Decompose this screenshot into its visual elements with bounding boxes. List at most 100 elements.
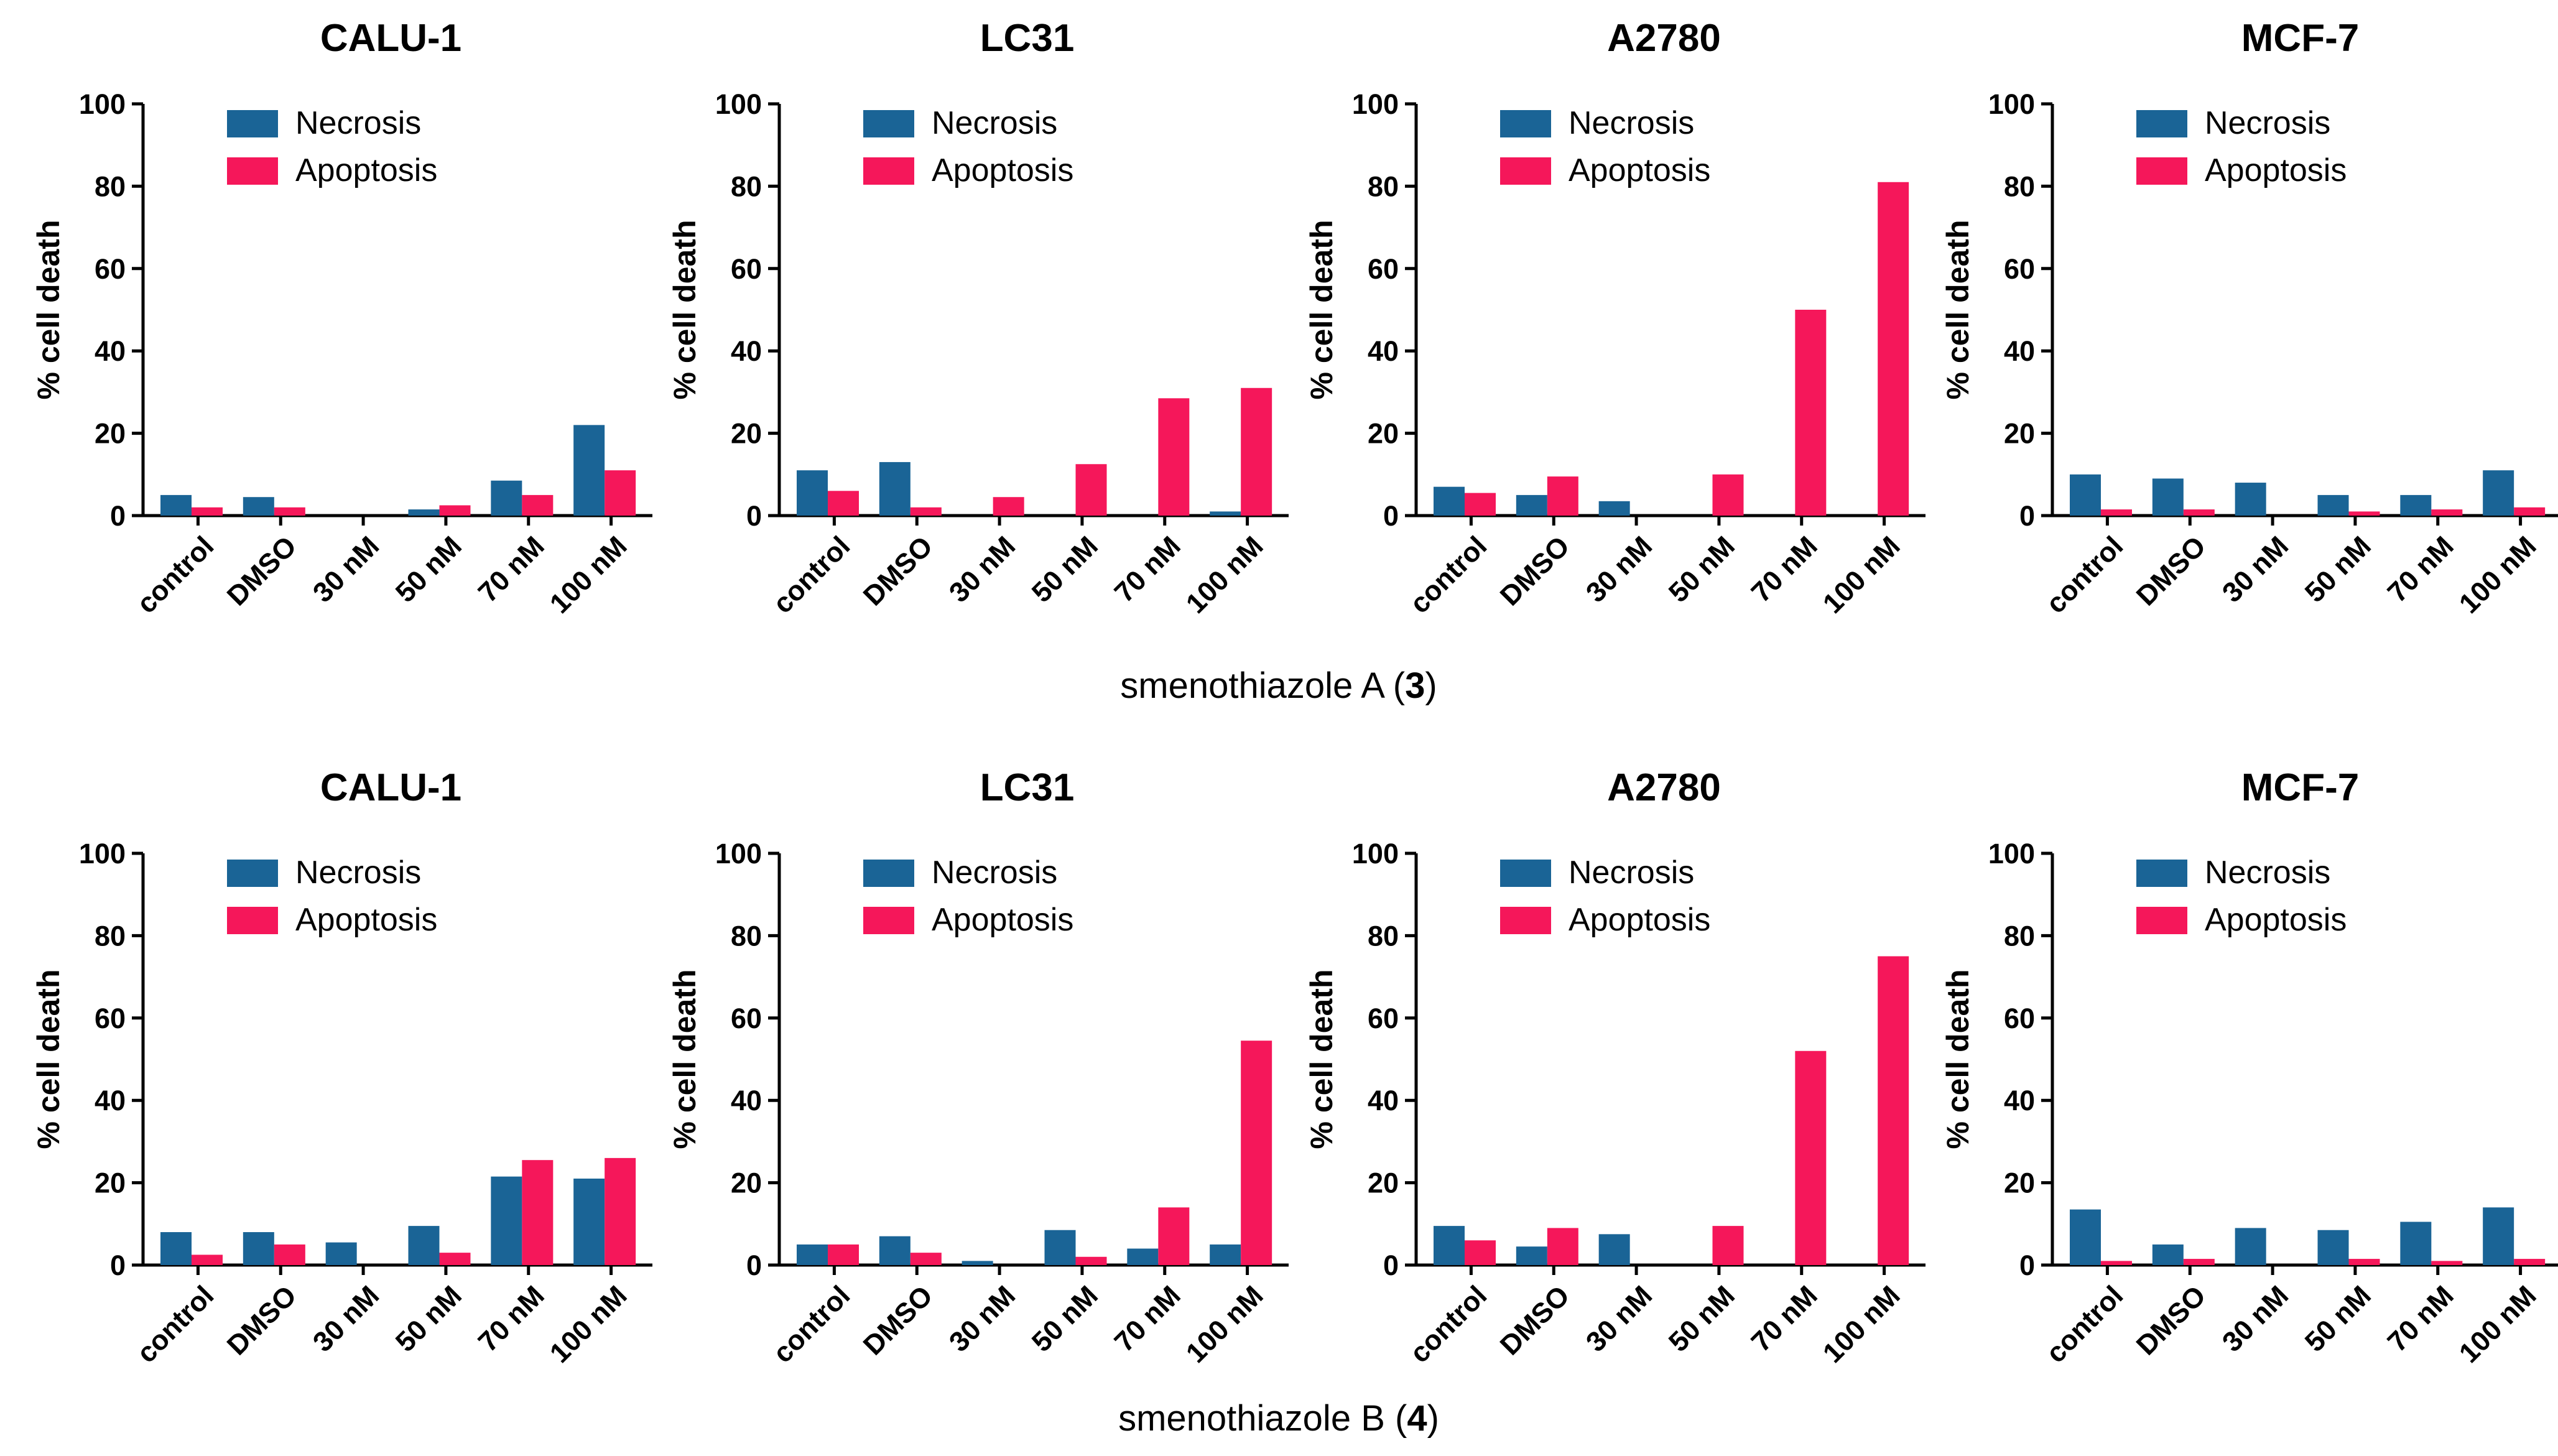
x-tick-label: 100 nM — [1180, 1279, 1269, 1369]
y-tick-label: 100 — [79, 88, 126, 120]
bar-necrosis-50nm — [2317, 494, 2349, 516]
x-tick-label: DMSO — [2130, 1279, 2212, 1361]
bar-necrosis-control — [1434, 1226, 1465, 1265]
chart-title: CALU-1 — [320, 17, 461, 60]
legend-swatch-apoptosis — [2136, 157, 2187, 185]
chart-panel-mcf-7-b: MCF-7 % cell death 0 20 40 60 80 100 control DMSO… — [1940, 766, 2558, 1369]
chart-title: LC31 — [980, 17, 1075, 60]
legend-label-necrosis: Necrosis — [2205, 855, 2330, 891]
chart-title: LC31 — [980, 766, 1075, 809]
bar-necrosis-100nm — [1210, 1244, 1241, 1265]
x-tick-label: 30 nM — [1580, 530, 1658, 608]
x-tick-label: 70 nM — [1745, 1279, 1824, 1358]
x-tick-label: 30 nM — [1580, 1279, 1658, 1358]
bar-apoptosis-control — [828, 1244, 859, 1265]
chart-panel-lc31-b: LC31 % cell death 0 20 40 60 80 100 control DMSO 3… — [667, 766, 1289, 1369]
bar-apoptosis-70nm — [1795, 310, 1827, 516]
x-tick-label: control — [767, 530, 856, 619]
bar-necrosis-100nm — [2483, 1207, 2514, 1265]
y-axis-label: % cell death — [31, 220, 66, 400]
bar-apoptosis-100nm — [1878, 182, 1909, 516]
bar-apoptosis-50nm — [1075, 1256, 1107, 1265]
y-tick-label: 20 — [1368, 1167, 1399, 1199]
y-tick-label: 40 — [731, 1085, 762, 1116]
bar-necrosis-70nm — [2400, 1222, 2432, 1265]
bar-necrosis-control — [797, 470, 828, 516]
bar-apoptosis-100nm — [2514, 1259, 2546, 1265]
y-tick-label: 100 — [1352, 838, 1399, 869]
row-caption-b: smenothiazole B (4) — [1118, 1398, 1439, 1439]
legend-swatch-apoptosis — [227, 157, 278, 185]
x-tick-label: 70 nM — [1745, 530, 1824, 608]
bar-apoptosis-dmso — [910, 507, 942, 516]
bar-necrosis-70nm — [491, 1176, 522, 1265]
bar-apoptosis-70nm — [2431, 509, 2463, 516]
bar-apoptosis-100nm — [1878, 956, 1909, 1265]
bar-necrosis-50nm — [408, 1226, 440, 1265]
legend-swatch-apoptosis — [2136, 907, 2187, 934]
legend-label-necrosis: Necrosis — [932, 855, 1057, 891]
x-tick-label: 100 nM — [1817, 530, 1906, 619]
x-tick-label: DMSO — [1494, 530, 1576, 612]
legend-label-necrosis: Necrosis — [295, 105, 421, 141]
x-tick-label: control — [131, 530, 220, 619]
bar-necrosis-100nm — [573, 425, 605, 516]
bar-apoptosis-control — [192, 1254, 223, 1265]
bar-apoptosis-control — [192, 507, 223, 516]
x-tick-label: 100 nM — [2453, 530, 2542, 619]
x-tick-label: 100 nM — [1817, 1279, 1906, 1369]
bar-necrosis-dmso — [879, 1236, 911, 1265]
legend-swatch-necrosis — [1500, 860, 1551, 887]
legend-label-apoptosis: Apoptosis — [2205, 152, 2347, 188]
bar-necrosis-dmso — [1516, 494, 1547, 516]
bar-necrosis-100nm — [1210, 511, 1241, 516]
x-tick-label: DMSO — [857, 530, 939, 612]
bar-apoptosis-70nm — [1795, 1050, 1827, 1265]
x-tick-label: DMSO — [2130, 530, 2212, 612]
bar-necrosis-dmso — [243, 497, 274, 516]
x-tick-label: 100 nM — [544, 530, 633, 619]
bar-necrosis-30nm — [2235, 1228, 2266, 1265]
y-tick-label: 20 — [95, 418, 126, 450]
y-tick-label: 100 — [1988, 838, 2035, 869]
x-tick-label: 50 nM — [1026, 1279, 1104, 1358]
bar-apoptosis-100nm — [605, 470, 636, 516]
y-tick-label: 60 — [95, 1003, 126, 1034]
bar-necrosis-50nm — [2317, 1230, 2349, 1265]
legend-swatch-necrosis — [227, 110, 278, 137]
legend-label-necrosis: Necrosis — [1569, 855, 1694, 891]
bar-apoptosis-50nm — [439, 505, 471, 516]
bar-apoptosis-dmso — [2183, 1259, 2215, 1265]
x-tick-label: 100 nM — [544, 1279, 633, 1369]
bar-apoptosis-50nm — [2348, 1259, 2380, 1265]
x-tick-label: control — [2040, 530, 2129, 619]
y-tick-label: 20 — [1368, 418, 1399, 450]
y-axis-label: % cell death — [667, 220, 702, 400]
y-tick-label: 80 — [1368, 170, 1399, 202]
legend-label-apoptosis: Apoptosis — [1569, 152, 1710, 188]
chart-title: CALU-1 — [320, 766, 461, 809]
legend-swatch-necrosis — [863, 110, 914, 137]
legend-label-apoptosis: Apoptosis — [2205, 902, 2347, 938]
bar-apoptosis-30nm — [993, 497, 1024, 516]
bar-necrosis-70nm — [2400, 494, 2432, 516]
bar-necrosis-50nm — [408, 509, 440, 516]
bar-apoptosis-100nm — [1241, 1041, 1272, 1265]
bar-necrosis-dmso — [2152, 1244, 2184, 1265]
bar-apoptosis-dmso — [910, 1253, 942, 1265]
y-tick-label: 60 — [731, 1003, 762, 1034]
x-tick-label: 30 nM — [2216, 530, 2294, 608]
x-tick-label: 30 nM — [2216, 1279, 2294, 1358]
y-tick-label: 60 — [731, 253, 762, 285]
y-tick-label: 20 — [2004, 418, 2035, 450]
bar-necrosis-dmso — [243, 1232, 274, 1265]
bar-apoptosis-70nm — [1158, 398, 1190, 516]
y-tick-label: 40 — [95, 1085, 126, 1116]
bar-apoptosis-dmso — [274, 1244, 305, 1265]
bar-apoptosis-50nm — [2348, 511, 2380, 516]
y-tick-label: 60 — [1368, 253, 1399, 285]
y-tick-label: 60 — [95, 253, 126, 285]
bar-necrosis-control — [2070, 474, 2101, 516]
y-tick-label: 80 — [95, 170, 126, 202]
chart-title: MCF-7 — [2241, 17, 2359, 60]
